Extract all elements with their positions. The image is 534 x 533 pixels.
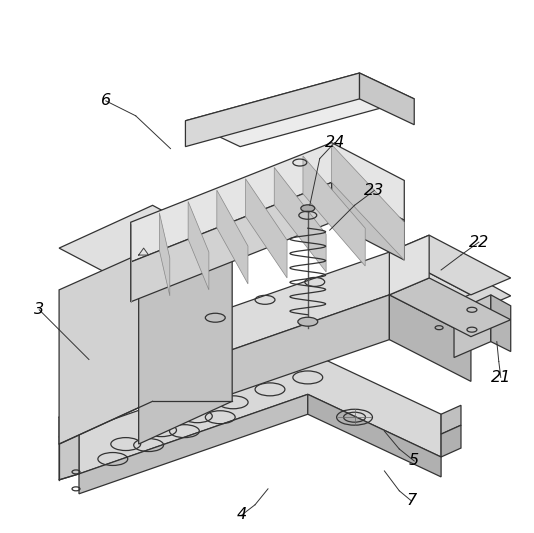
- Polygon shape: [153, 295, 389, 421]
- Polygon shape: [274, 167, 326, 272]
- Text: 3: 3: [34, 302, 44, 317]
- Polygon shape: [59, 205, 232, 290]
- Polygon shape: [131, 182, 332, 302]
- Polygon shape: [246, 179, 287, 278]
- Polygon shape: [441, 425, 461, 457]
- Polygon shape: [79, 394, 308, 494]
- Polygon shape: [441, 405, 461, 434]
- Polygon shape: [454, 285, 511, 312]
- Polygon shape: [389, 278, 511, 337]
- Text: 24: 24: [325, 135, 345, 150]
- Polygon shape: [359, 73, 414, 125]
- Polygon shape: [79, 352, 441, 474]
- Polygon shape: [332, 182, 404, 260]
- Polygon shape: [332, 144, 404, 260]
- Text: 21: 21: [491, 370, 511, 385]
- Polygon shape: [389, 235, 511, 295]
- Polygon shape: [188, 201, 209, 290]
- Polygon shape: [59, 431, 79, 480]
- Polygon shape: [303, 156, 365, 266]
- Text: 6: 6: [101, 93, 111, 108]
- Polygon shape: [160, 213, 170, 296]
- Polygon shape: [59, 411, 79, 437]
- Polygon shape: [308, 394, 441, 477]
- Ellipse shape: [301, 205, 315, 212]
- Text: 7: 7: [406, 493, 417, 508]
- Polygon shape: [59, 248, 153, 444]
- Polygon shape: [389, 235, 429, 295]
- Polygon shape: [454, 295, 491, 358]
- Polygon shape: [185, 73, 359, 147]
- Polygon shape: [217, 190, 248, 284]
- Text: 22: 22: [469, 235, 489, 249]
- Text: 23: 23: [364, 183, 384, 198]
- Polygon shape: [185, 73, 414, 147]
- Text: 4: 4: [237, 507, 247, 522]
- Ellipse shape: [298, 317, 318, 326]
- Polygon shape: [139, 248, 232, 444]
- Polygon shape: [131, 143, 404, 262]
- Polygon shape: [153, 252, 471, 377]
- Polygon shape: [491, 295, 511, 352]
- Text: 5: 5: [409, 454, 419, 469]
- Polygon shape: [389, 295, 471, 382]
